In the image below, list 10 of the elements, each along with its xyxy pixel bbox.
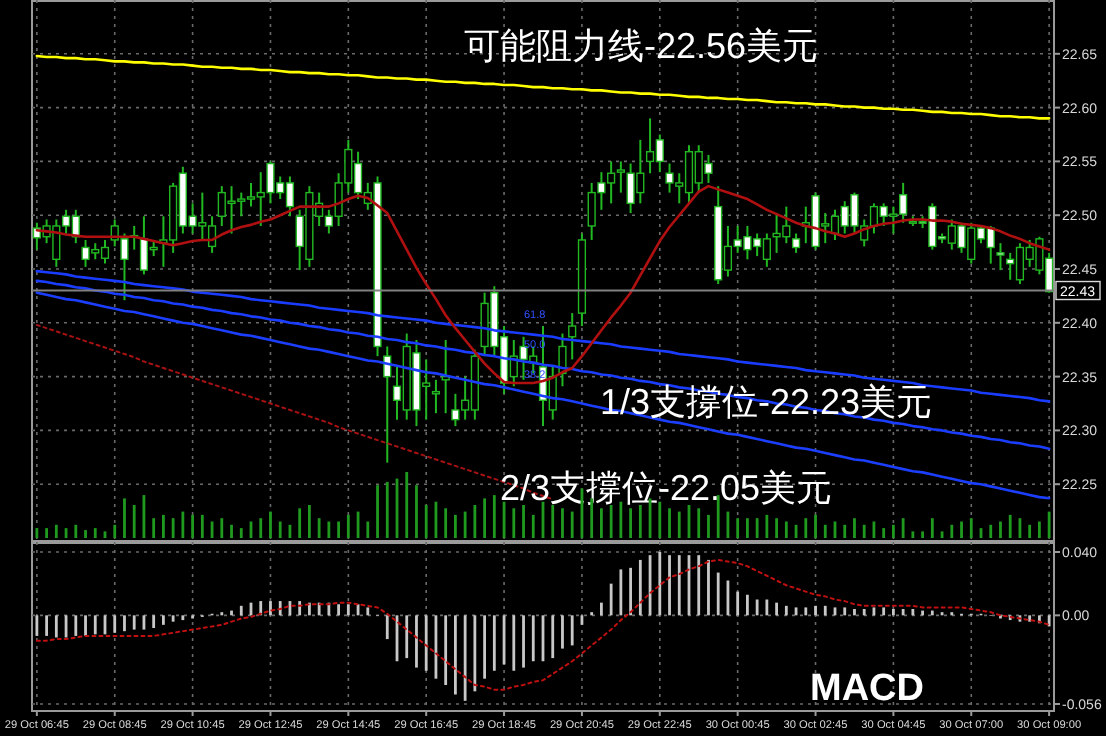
line-series bbox=[35, 323, 554, 501]
candlestick bbox=[431, 378, 441, 415]
candlestick bbox=[441, 339, 450, 415]
annotation: 可能阻力线-22.56美元 bbox=[464, 26, 819, 66]
candlestick bbox=[996, 242, 1005, 272]
candlestick bbox=[616, 160, 625, 194]
candlestick bbox=[568, 312, 577, 361]
line-series bbox=[35, 279, 1051, 450]
annotation: MACD bbox=[810, 668, 924, 710]
candlestick bbox=[791, 232, 801, 254]
